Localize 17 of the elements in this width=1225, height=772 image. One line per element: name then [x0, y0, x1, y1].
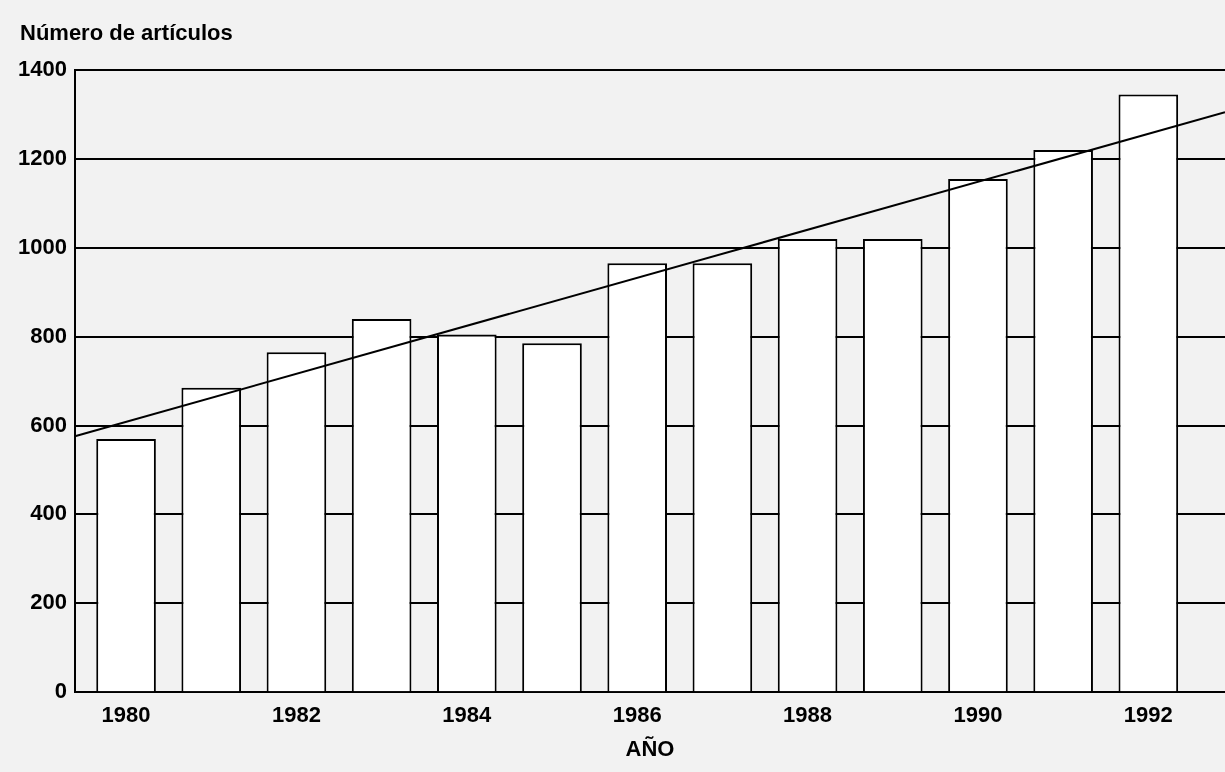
- x-tick-label: 1982: [271, 702, 321, 728]
- y-tick-label: 200: [30, 589, 67, 615]
- x-tick-label: 1984: [442, 702, 493, 728]
- x-tick-label: 1986: [612, 702, 662, 728]
- y-tick-label: 1400: [17, 56, 67, 82]
- y-tick-label: 0: [54, 678, 67, 704]
- x-tick-label: 1988: [783, 702, 833, 728]
- y-tick-label: 1200: [17, 144, 67, 170]
- y-tick-label: 400: [30, 500, 67, 526]
- y-axis-title: Número de artículos: [20, 20, 233, 45]
- y-tick-label: 1000: [17, 233, 67, 259]
- y-tick-label: 800: [30, 322, 67, 348]
- x-tick-label: 1980: [101, 702, 151, 728]
- x-tick-label: 1990: [953, 702, 1003, 728]
- x-tick-label: 1992: [1123, 702, 1173, 728]
- y-tick-label: 600: [30, 411, 67, 437]
- x-axis-title: AÑO: [625, 735, 675, 761]
